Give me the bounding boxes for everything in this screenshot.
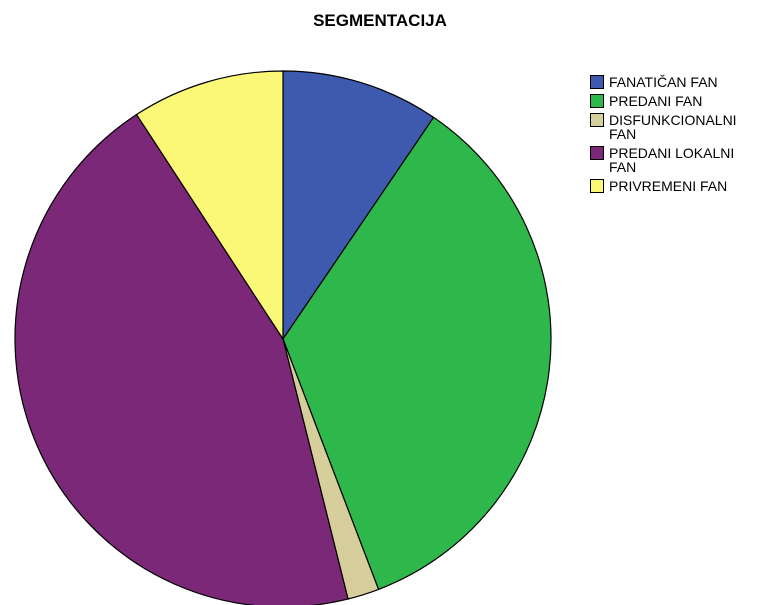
legend-label: DISFUNKCIONALNI FAN (609, 112, 737, 142)
legend-swatch (590, 179, 604, 193)
legend-item: DISFUNKCIONALNI FAN (590, 113, 762, 141)
legend-label: PREDANI LOKALNI FAN (609, 145, 735, 175)
legend-item: PREDANI FAN (590, 94, 762, 108)
pie (14, 70, 552, 605)
legend-swatch (590, 113, 604, 127)
legend: FANATIČAN FAN PREDANI FAN DISFUNKCIONALNI … (590, 75, 762, 198)
legend-label: FANATIČAN FAN (609, 74, 718, 90)
legend-swatch (590, 146, 604, 160)
legend-label: PRIVREMENI FAN (609, 178, 728, 194)
legend-swatch (590, 94, 604, 108)
legend-item: FANATIČAN FAN (590, 75, 762, 89)
legend-swatch (590, 75, 604, 89)
pie-slice (282, 116, 552, 591)
legend-item: PRIVREMENI FAN (590, 179, 762, 193)
pie-slice (14, 113, 349, 605)
legend-item: PREDANI LOKALNI FAN (590, 146, 762, 174)
chart-title: SEGMENTACIJA (313, 11, 447, 30)
pie-slice (282, 70, 435, 341)
pie-slice (135, 70, 284, 342)
legend-label: PREDANI FAN (609, 93, 703, 109)
